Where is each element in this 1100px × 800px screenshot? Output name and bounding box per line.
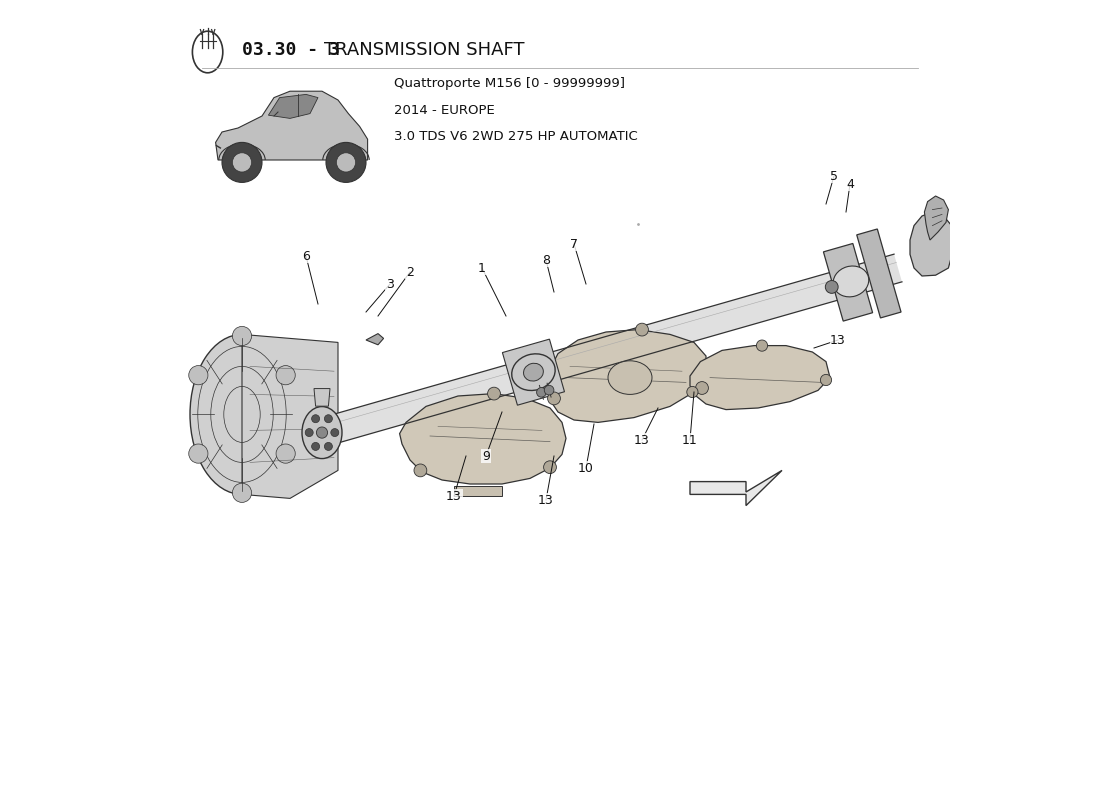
Polygon shape	[824, 243, 872, 321]
Polygon shape	[690, 346, 830, 410]
Text: 2014 - EUROPE: 2014 - EUROPE	[394, 104, 495, 117]
Circle shape	[757, 340, 768, 351]
Ellipse shape	[302, 406, 342, 458]
Circle shape	[337, 153, 355, 172]
Circle shape	[222, 142, 262, 182]
Polygon shape	[547, 330, 706, 422]
Circle shape	[324, 414, 332, 422]
Circle shape	[232, 153, 252, 172]
Circle shape	[305, 429, 314, 437]
Circle shape	[414, 464, 427, 477]
Circle shape	[695, 382, 708, 394]
Polygon shape	[314, 389, 330, 406]
Text: 13: 13	[634, 434, 650, 446]
Circle shape	[326, 142, 366, 182]
Text: 03.30 - 3: 03.30 - 3	[242, 42, 340, 59]
Text: 3.0 TDS V6 2WD 275 HP AUTOMATIC: 3.0 TDS V6 2WD 275 HP AUTOMATIC	[394, 130, 638, 143]
Circle shape	[232, 326, 252, 346]
Text: 13: 13	[538, 494, 554, 506]
Circle shape	[487, 387, 500, 400]
Polygon shape	[924, 196, 948, 240]
Circle shape	[317, 427, 328, 438]
Circle shape	[311, 442, 320, 450]
Text: 13: 13	[447, 490, 462, 502]
Circle shape	[825, 281, 838, 294]
Circle shape	[311, 414, 320, 422]
Text: TRANSMISSION SHAFT: TRANSMISSION SHAFT	[324, 42, 525, 59]
Polygon shape	[503, 339, 564, 405]
Polygon shape	[857, 229, 901, 318]
Circle shape	[232, 483, 252, 502]
Text: 9: 9	[482, 450, 490, 462]
Text: 6: 6	[302, 250, 310, 262]
Ellipse shape	[833, 266, 869, 297]
Polygon shape	[454, 486, 502, 496]
Circle shape	[189, 366, 208, 385]
Text: 7: 7	[570, 238, 578, 250]
Circle shape	[543, 461, 557, 474]
Polygon shape	[690, 470, 782, 506]
Polygon shape	[216, 91, 367, 160]
Circle shape	[276, 444, 295, 463]
Circle shape	[331, 429, 339, 437]
Circle shape	[537, 387, 547, 397]
Circle shape	[548, 392, 560, 405]
Ellipse shape	[608, 361, 652, 394]
Text: Quattroporte M156 [0 - 99999999]: Quattroporte M156 [0 - 99999999]	[394, 78, 625, 90]
Text: 3: 3	[386, 278, 394, 290]
Polygon shape	[399, 394, 566, 484]
Ellipse shape	[190, 334, 294, 494]
Polygon shape	[268, 94, 318, 118]
Text: 1: 1	[478, 262, 486, 274]
Text: 13: 13	[830, 334, 846, 346]
Text: 11: 11	[682, 434, 697, 446]
Ellipse shape	[524, 363, 543, 381]
Circle shape	[324, 442, 332, 450]
Circle shape	[821, 374, 832, 386]
Text: 8: 8	[542, 254, 550, 266]
Polygon shape	[306, 254, 902, 450]
Text: 10: 10	[579, 462, 594, 474]
Polygon shape	[242, 334, 338, 498]
Polygon shape	[366, 334, 384, 345]
Circle shape	[276, 366, 295, 385]
Circle shape	[189, 444, 208, 463]
Circle shape	[544, 386, 554, 395]
Text: 2: 2	[406, 266, 414, 278]
Text: 4: 4	[846, 178, 854, 190]
Circle shape	[636, 323, 648, 336]
Circle shape	[686, 386, 698, 398]
Polygon shape	[910, 212, 954, 276]
Text: 5: 5	[830, 170, 838, 182]
